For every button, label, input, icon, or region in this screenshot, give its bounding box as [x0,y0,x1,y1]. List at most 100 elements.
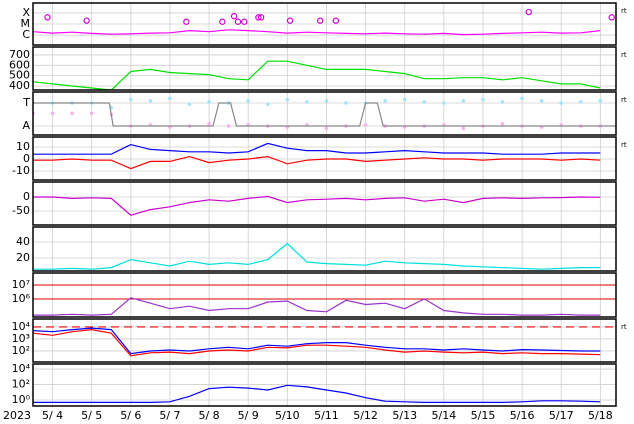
panel-note: rt [621,141,627,149]
panel [32,181,617,226]
panel-note: rt [621,323,627,331]
data-point [207,121,211,126]
data-line [33,60,601,90]
flare-marker [219,18,226,25]
data-line [33,29,601,36]
x-tick-label: 5/12 [353,409,378,422]
data-point [265,102,270,106]
y-tick-label: 10⁶ [12,292,31,305]
y-tick-label: 10⁰ [12,393,31,406]
y-tick-label: A [22,119,30,132]
x-tick-label: 5/18 [588,409,613,422]
panel-frame [32,2,617,46]
data-line [33,102,616,127]
x-tick-label: 5/ 5 [81,409,102,422]
data-point [168,96,172,101]
x-tick-label: 5/ 9 [238,409,259,422]
panel [32,318,617,363]
y-tick-label: 0 [23,152,30,165]
x-tick-label: 5/17 [549,409,574,422]
data-line [33,142,601,155]
series-group [33,142,601,170]
x-tick-label: 5/10 [275,409,300,422]
series-group [33,242,601,270]
data-point [50,111,55,116]
y-tick-label: X [22,6,30,19]
x-tick-label: 5/11 [314,409,339,422]
series-group [33,195,601,216]
x-tick-label: 5/ 7 [159,409,180,422]
y-tick-label: 20 [16,251,30,264]
data-point [402,97,407,102]
year-label: 2023 [3,409,31,422]
data-point [422,100,427,104]
panel-frame [32,91,617,136]
data-point [383,98,387,103]
data-point [481,97,485,102]
y-tick-label: 400 [9,79,30,92]
x-tick-label: 5/ 8 [198,409,219,422]
data-point [500,121,505,126]
x-tick-label: 5/16 [510,409,535,422]
flare-marker [608,14,615,21]
y-tick-label: -50 [12,204,30,217]
data-point [246,98,251,103]
y-tick-label: 10 [16,140,30,153]
data-point [324,98,329,103]
data-point [70,111,74,116]
flare-marker [332,17,340,24]
data-point [461,126,466,131]
x-tick-label: 5/14 [431,409,456,422]
data-line [33,328,601,357]
x-tick-label: 5/15 [471,409,496,422]
y-tick-label: C [22,28,30,41]
panel-note: rt [621,96,627,104]
x-tick-label: 5/13 [392,409,417,422]
series-group [33,60,601,90]
flare-marker [230,13,238,20]
y-tick-label: 500 [9,69,30,82]
panel [32,91,617,136]
x-tick-label: 5/ 6 [120,409,141,422]
panel-frame [32,363,617,407]
y-tick-label: 0 [23,190,30,203]
y-tick-label: 600 [9,58,30,71]
flare-marker [257,14,265,21]
y-tick-label: 10² [12,378,30,391]
panel [32,2,617,46]
y-tick-label: 40 [16,235,30,248]
flare-marker [241,18,248,25]
data-point [363,123,368,127]
flare-marker [234,18,242,25]
panel [32,226,617,272]
data-point [207,100,211,104]
panel-frame [32,181,617,226]
data-point [324,126,329,131]
data-point [539,98,544,103]
data-point [461,98,466,103]
panel-frame [32,272,617,318]
data-line [33,242,601,270]
series-group [33,327,601,357]
data-line [33,155,601,170]
y-tick-label: 10⁴ [12,320,31,333]
flare-marker [44,14,51,21]
panel-note: rt [621,51,627,59]
panel [32,136,617,181]
flare-marker [183,18,190,25]
panel-frame [32,136,617,181]
data-point [578,100,583,104]
flare-marker [255,14,262,21]
y-tick-label: -10 [12,164,30,177]
data-point [344,101,348,105]
data-point [442,101,446,105]
data-point [148,98,153,103]
data-point [89,111,94,116]
panel [32,46,617,91]
y-tick-label: 10⁴ [12,362,31,375]
flare-marker [525,8,532,16]
flare-marker [316,17,324,24]
panel-frame [32,226,617,272]
panel [32,272,617,318]
